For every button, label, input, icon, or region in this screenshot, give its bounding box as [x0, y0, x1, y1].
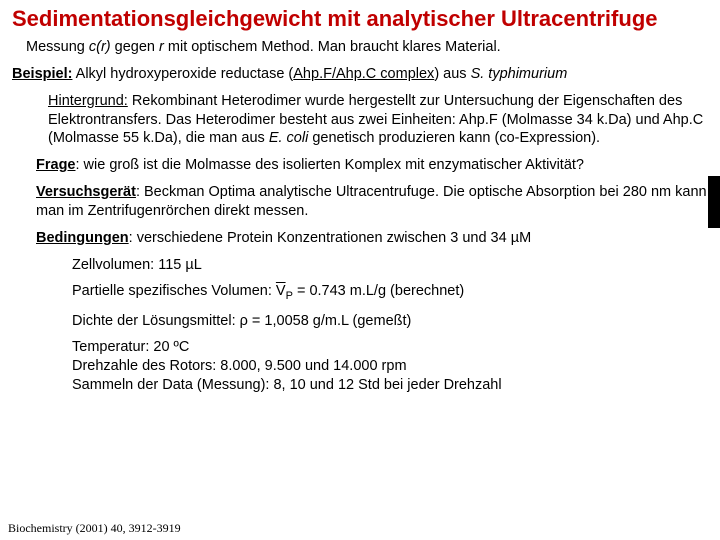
beding-text: : verschiedene Protein Konzentrationen z…: [129, 230, 532, 246]
beding-label: Bedingungen: [36, 230, 129, 246]
geraet-line: Versuchsgerät: Beckman Optima analytisch…: [36, 183, 708, 221]
beispiel-complex: Ahp.F/Ahp.C complex: [293, 66, 434, 82]
beispiel-t2: ) aus: [434, 66, 470, 82]
intro-mid: gegen: [111, 39, 159, 55]
intro-suffix: mit optischem Method. Man braucht klares…: [164, 39, 501, 55]
vp-prefix: Partielle spezifisches Volumen:: [72, 283, 276, 299]
intro-cr: c(r): [89, 39, 111, 55]
frage-text: : wie groß ist die Molmasse des isoliert…: [76, 157, 585, 173]
beispiel-line: Beispiel: Alkyl hydroxyperoxide reductas…: [12, 65, 708, 84]
measurement-line: Messung c(r) gegen r mit optischem Metho…: [26, 38, 708, 57]
vp-symbol: V: [276, 283, 286, 299]
slide-title: Sedimentationsgleichgewicht mit analytis…: [12, 6, 708, 32]
hintergrund-label: Hintergrund:: [48, 93, 128, 109]
temp-l3: Sammeln der Data (Messung): 8, 10 und 12…: [72, 377, 502, 393]
beispiel-species: S. typhimurium: [471, 66, 568, 82]
temp-l1: Temperatur: 20 ºC: [72, 339, 189, 355]
vp-line: Partielle spezifisches Volumen: VP = 0.7…: [72, 282, 708, 303]
hintergrund-text-b: genetisch produzieren kann (co-Expressio…: [308, 130, 600, 146]
temp-block: Temperatur: 20 ºC Drehzahle des Rotors: …: [72, 338, 708, 395]
dichte-line: Dichte der Lösungsmittel: ρ = 1,0058 g/m…: [72, 312, 708, 331]
beispiel-t1: Alkyl hydroxyperoxide reductase (: [72, 66, 293, 82]
hintergrund-line: Hintergrund: Rekombinant Heterodimer wur…: [48, 92, 708, 149]
frage-label: Frage: [36, 157, 76, 173]
vp-suffix: = 0.743 m.L/g (berechnet): [293, 283, 464, 299]
geraet-label: Versuchsgerät: [36, 184, 136, 200]
intro-prefix: Messung: [26, 39, 89, 55]
geraet-text: : Beckman Optima analytische Ultracentru…: [36, 184, 707, 219]
frage-line: Frage: wie groß ist die Molmasse des iso…: [36, 156, 708, 175]
hintergrund-ecoli: E. coli: [269, 130, 309, 146]
side-black-box: [708, 176, 720, 228]
temp-l2: Drehzahle des Rotors: 8.000, 9.500 und 1…: [72, 358, 407, 374]
slide: Sedimentationsgleichgewicht mit analytis…: [0, 0, 720, 540]
beispiel-label: Beispiel:: [12, 66, 72, 82]
zellvolumen-line: Zellvolumen: 115 µL: [72, 256, 708, 275]
citation: Biochemistry (2001) 40, 3912-3919: [8, 521, 181, 536]
vp-sub: P: [286, 290, 293, 302]
bedingungen-line: Bedingungen: verschiedene Protein Konzen…: [36, 229, 708, 248]
